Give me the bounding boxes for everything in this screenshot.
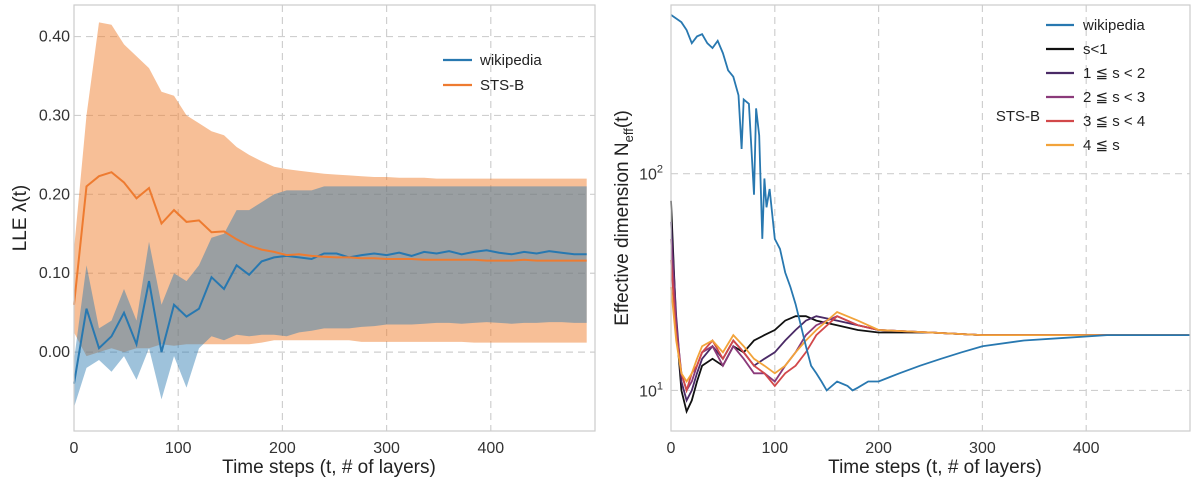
wikipedia-line xyxy=(73,249,587,384)
neff-gridlines xyxy=(671,5,1190,431)
sts-b-line xyxy=(73,171,587,305)
4-s-line xyxy=(670,286,1190,384)
neff-plot-frame xyxy=(670,4,1191,432)
neff-x-tick-label: 400 xyxy=(1073,440,1100,457)
neff-x-tick-label: 300 xyxy=(969,440,996,457)
sts-b-band xyxy=(74,22,587,357)
wikipedia-band xyxy=(74,186,587,408)
lle-y-tick-label: 0.40 xyxy=(39,29,70,46)
lle-y-tick-label: 0.00 xyxy=(39,344,70,361)
lle-y-tick-label: 0.10 xyxy=(39,265,70,282)
lle-x-axis-label: Time steps (t, # of layers) xyxy=(222,457,436,478)
neff-x-tick-label: 200 xyxy=(865,440,892,457)
1-s-2-line xyxy=(670,221,1190,403)
neff-series-lines xyxy=(670,14,1190,415)
lle-y-tick-labels: 0.00 0.10 0.20 0.30 0.40 xyxy=(39,29,70,362)
lle-series-lines xyxy=(73,171,587,384)
3-s-4-line xyxy=(670,259,1190,394)
lle-plot-frame xyxy=(73,4,596,432)
s-1-line xyxy=(670,200,1190,415)
legend-label-1-s-2: 1 ≦ s < 2 xyxy=(1083,65,1145,82)
legend-label-wikipedia: wikipedia xyxy=(479,52,542,69)
lle-x-tick-labels: 0 100 200 300 400 xyxy=(70,440,505,457)
lle-chart-panel: 0 100 200 300 400 0.00 0.10 0.20 0.30 0.40 Time … xyxy=(10,4,596,478)
legend-label-3-s-4: 3 ≦ s < 4 xyxy=(1083,113,1145,130)
lle-confidence-bands xyxy=(74,22,587,408)
legend-label-sts-b: STS-B xyxy=(480,77,524,94)
legend-label-2-s-3: 2 ≦ s < 3 xyxy=(1083,89,1145,106)
neff-y-tick-labels: 101 102 xyxy=(639,164,663,401)
legend-label-4-s: 4 ≦ s xyxy=(1083,137,1120,154)
neff-y-tick-label: 102 xyxy=(639,164,663,184)
lle-x-tick-label: 100 xyxy=(165,440,192,457)
lle-y-tick-label: 0.30 xyxy=(39,107,70,124)
lle-x-tick-label: 400 xyxy=(477,440,504,457)
lle-x-tick-label: 0 xyxy=(70,440,79,457)
lle-legend: wikipedia STS-B xyxy=(443,52,542,94)
neff-chart-panel: 0 100 200 300 400 101 102 Time steps (t, # of… xyxy=(612,4,1191,478)
legend-label-s-1: s<1 xyxy=(1083,41,1108,58)
neff-x-axis-label: Time steps (t, # of layers) xyxy=(828,457,1042,478)
legend-group-label: STS-B xyxy=(996,108,1040,125)
neff-x-tick-label: 0 xyxy=(667,440,676,457)
2-s-3-line xyxy=(670,238,1190,393)
neff-legend: wikipedia s<1 1 ≦ s < 2 2 ≦ s < 3 3 ≦ s < 4 4… xyxy=(996,17,1146,154)
lle-y-tick-label: 0.20 xyxy=(39,186,70,203)
neff-y-tick-label: 101 xyxy=(639,380,663,400)
lle-x-tick-label: 300 xyxy=(373,440,400,457)
neff-x-tick-label: 100 xyxy=(761,440,788,457)
legend-label-wikipedia: wikipedia xyxy=(1082,17,1145,34)
lle-x-tick-label: 200 xyxy=(269,440,296,457)
neff-y-axis-label: Effective dimension Neff(t) xyxy=(612,110,636,326)
neff-x-tick-labels: 0 100 200 300 400 xyxy=(667,440,1100,457)
lle-y-axis-label: LLE λ(t) xyxy=(10,185,31,252)
wikipedia-line xyxy=(670,14,1190,392)
